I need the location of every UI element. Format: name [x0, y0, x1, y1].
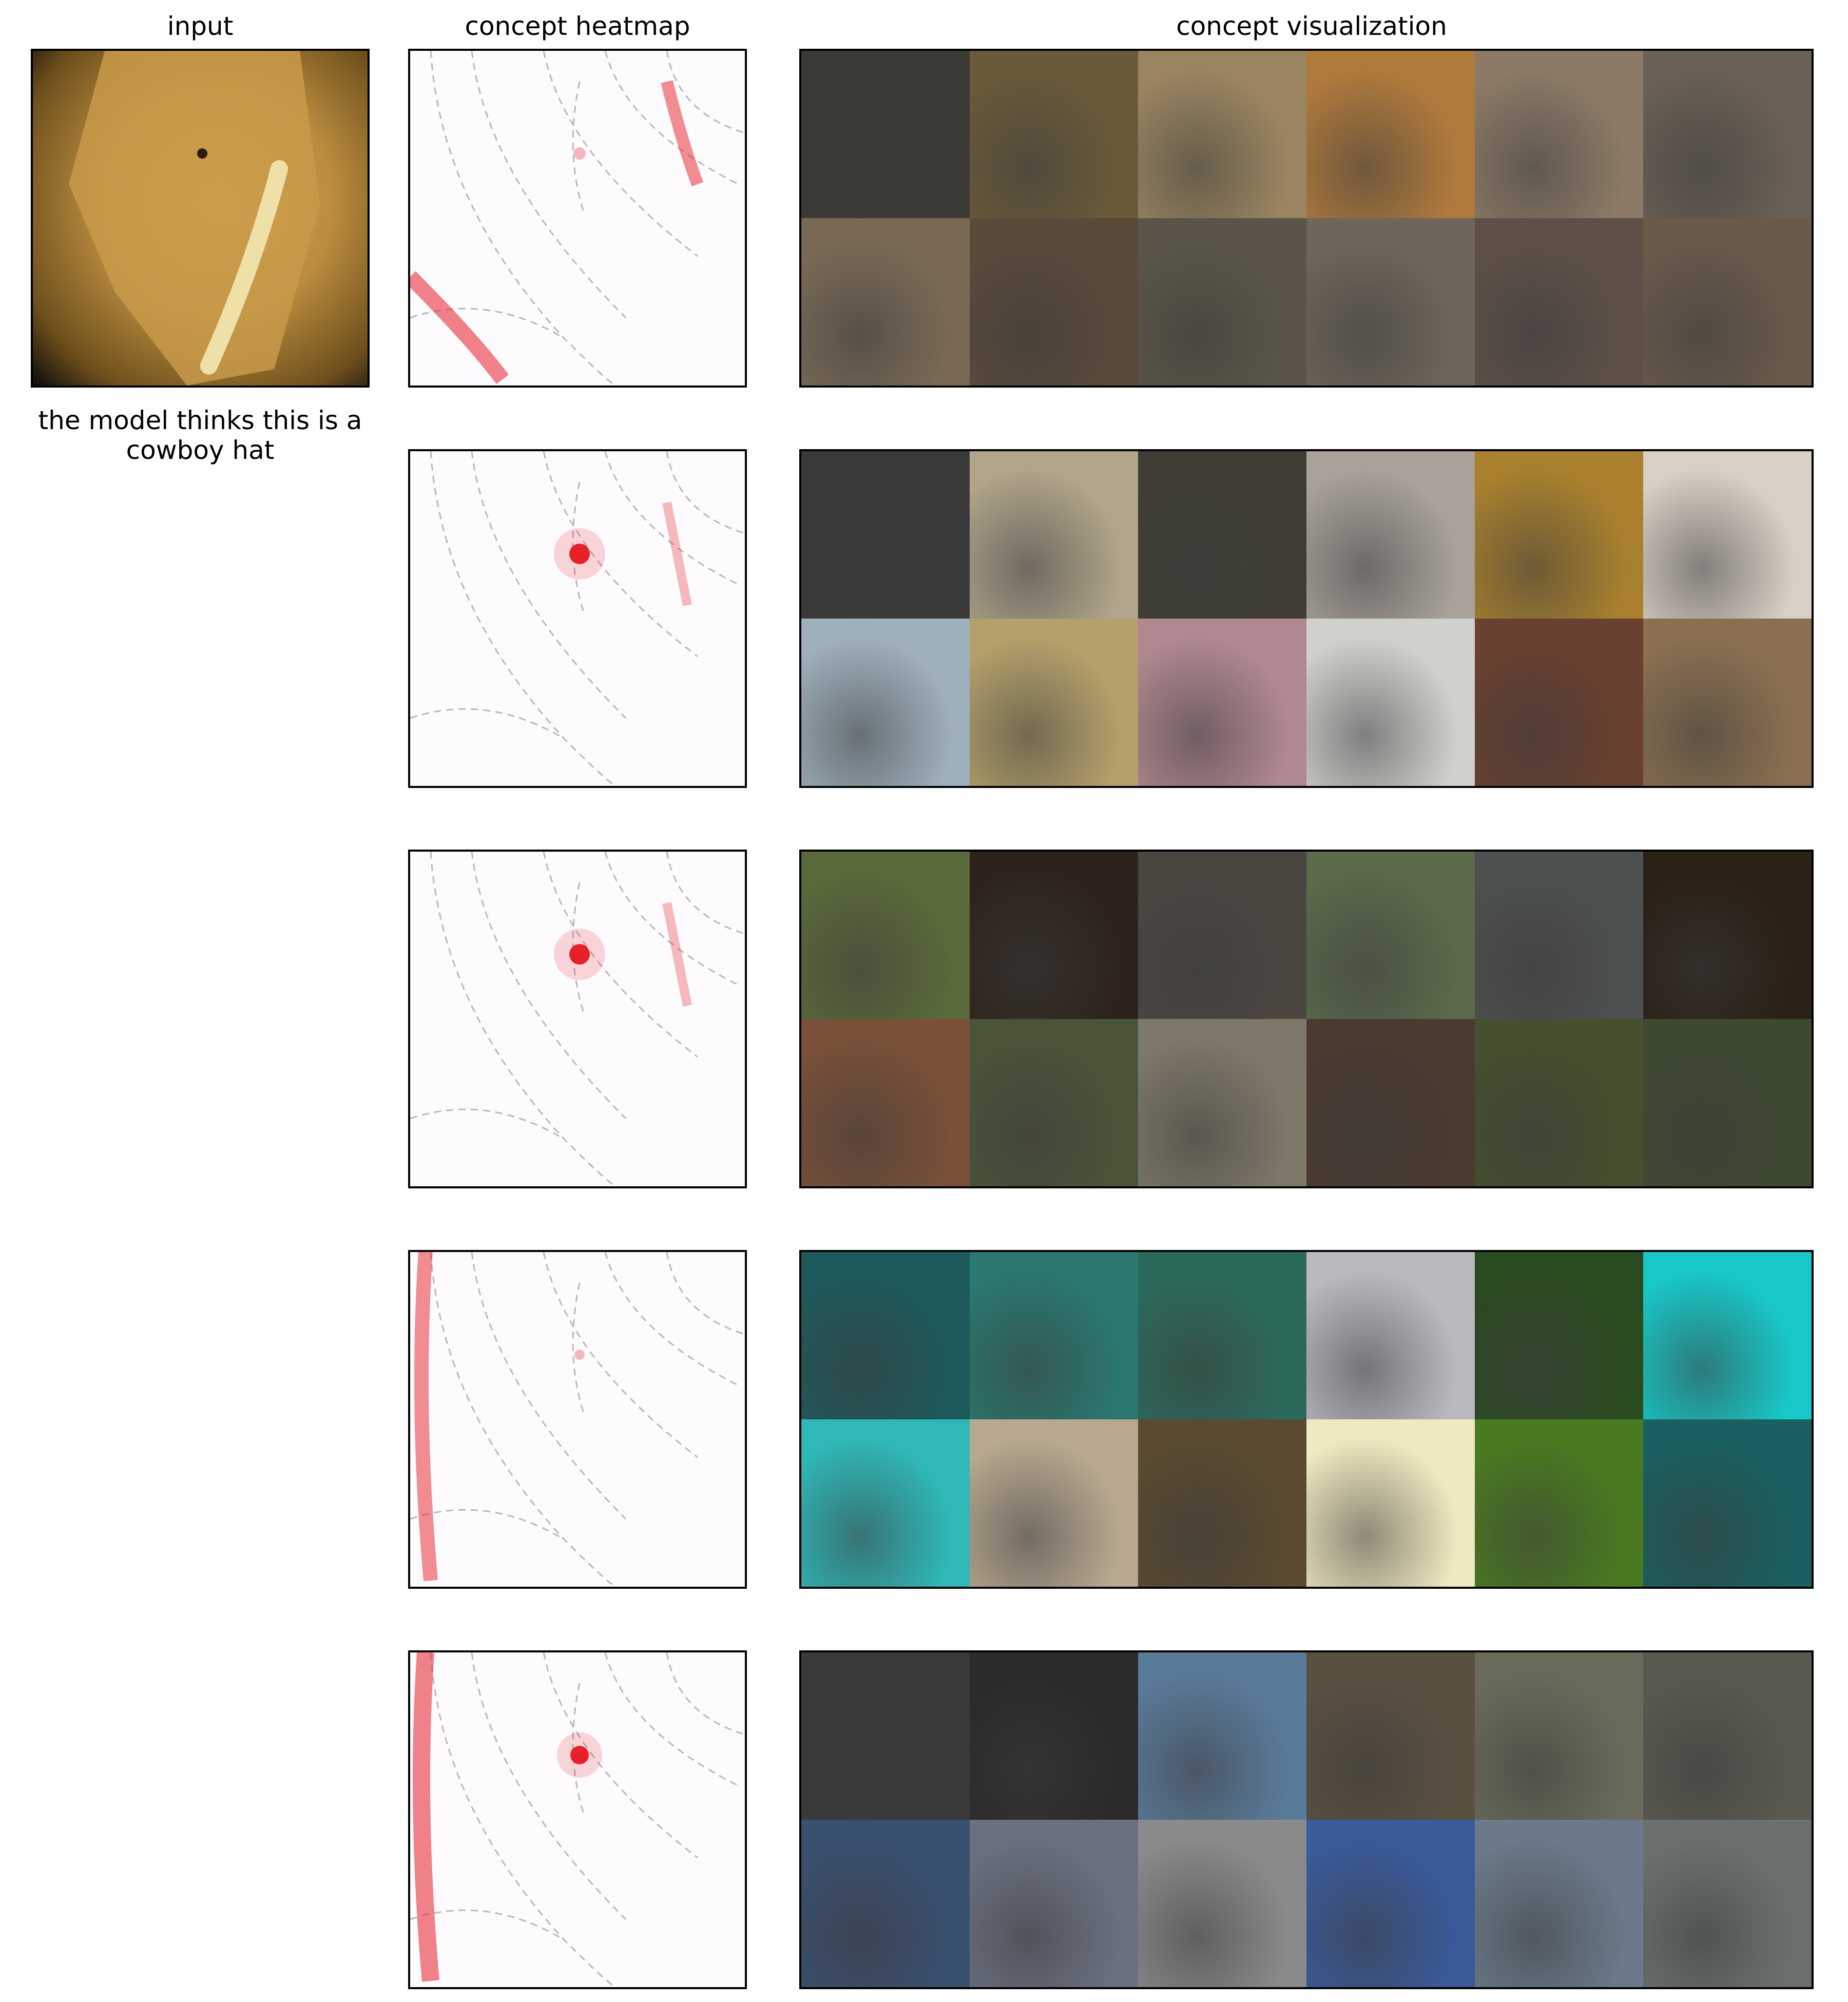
- concept-example-image: [801, 51, 970, 218]
- concept-example-image: [801, 1820, 970, 1987]
- concept-example-image: [1475, 51, 1643, 218]
- concept-example-image: [1138, 451, 1306, 619]
- concept-example-image: [801, 1252, 970, 1419]
- concept-example-image: [1138, 619, 1306, 786]
- concept-example-image: [1138, 1252, 1306, 1419]
- concept-example-image: [1475, 1419, 1643, 1587]
- concept-example-image: [970, 1419, 1138, 1587]
- concept-visualization-grid-2: [799, 449, 1814, 788]
- concept-example-image: [970, 451, 1138, 619]
- concept-example-image: [1475, 1820, 1643, 1987]
- concept-heatmap-2: [408, 449, 747, 788]
- concept-example-image: [1643, 852, 1812, 1019]
- concept-example-image: [970, 218, 1138, 386]
- concept-example-image: [970, 1252, 1138, 1419]
- concept-example-image: [1643, 1019, 1812, 1186]
- concept-example-image: [1306, 1019, 1475, 1186]
- concept-example-image: [1138, 1419, 1306, 1587]
- concept-example-image: [1475, 852, 1643, 1019]
- concept-example-image: [1306, 218, 1475, 386]
- concept-example-image: [1643, 1652, 1812, 1820]
- concept-example-image: [801, 1019, 970, 1186]
- concept-example-image: [801, 1652, 970, 1820]
- input-image: [31, 49, 370, 388]
- heatmap-column-title: concept heatmap: [465, 11, 690, 41]
- concept-example-image: [1643, 619, 1812, 786]
- concept-example-image: [801, 218, 970, 386]
- concept-example-image: [1475, 1252, 1643, 1419]
- concept-example-image: [1475, 619, 1643, 786]
- concept-example-image: [1306, 1820, 1475, 1987]
- concept-example-image: [1643, 1419, 1812, 1587]
- concept-example-image: [1475, 451, 1643, 619]
- concept-example-image: [970, 852, 1138, 1019]
- concept-example-image: [801, 852, 970, 1019]
- concept-visualization-grid-4: [799, 1250, 1814, 1589]
- concept-example-image: [1138, 1652, 1306, 1820]
- concept-example-image: [1138, 1019, 1306, 1186]
- concept-example-image: [970, 1019, 1138, 1186]
- concept-example-image: [1306, 451, 1475, 619]
- concept-example-image: [970, 1652, 1138, 1820]
- concept-example-image: [801, 451, 970, 619]
- concept-example-image: [1643, 451, 1812, 619]
- concept-example-image: [1643, 1252, 1812, 1419]
- concept-visualization-grid-5: [799, 1650, 1814, 1989]
- concept-example-image: [970, 619, 1138, 786]
- concept-example-image: [1475, 218, 1643, 386]
- concept-heatmap-3: [408, 850, 747, 1188]
- concept-example-image: [1643, 218, 1812, 386]
- concept-example-image: [1306, 619, 1475, 786]
- concept-visualization-grid-1: [799, 49, 1814, 388]
- concept-example-image: [1138, 1820, 1306, 1987]
- concept-example-image: [1475, 1019, 1643, 1186]
- concept-example-image: [1475, 1652, 1643, 1820]
- concept-example-image: [1138, 852, 1306, 1019]
- concept-example-image: [1643, 1820, 1812, 1987]
- concept-heatmap-1: [408, 49, 747, 388]
- input-column-title: input: [167, 11, 234, 41]
- concept-visualization-grid-3: [799, 850, 1814, 1188]
- concept-example-image: [1138, 51, 1306, 218]
- concept-example-image: [970, 51, 1138, 218]
- concept-example-image: [1306, 1419, 1475, 1587]
- concept-heatmap-5: [408, 1650, 747, 1989]
- concept-example-image: [1306, 852, 1475, 1019]
- concept-example-image: [801, 619, 970, 786]
- visualization-column-title: concept visualization: [1176, 11, 1447, 41]
- concept-example-image: [1643, 51, 1812, 218]
- concept-heatmap-4: [408, 1250, 747, 1589]
- concept-example-image: [970, 1820, 1138, 1987]
- prediction-caption: the model thinks this is a cowboy hat: [38, 406, 362, 465]
- concept-example-image: [1306, 51, 1475, 218]
- concept-example-image: [801, 1419, 970, 1587]
- concept-example-image: [1138, 218, 1306, 386]
- concept-example-image: [1306, 1652, 1475, 1820]
- concept-example-image: [1306, 1252, 1475, 1419]
